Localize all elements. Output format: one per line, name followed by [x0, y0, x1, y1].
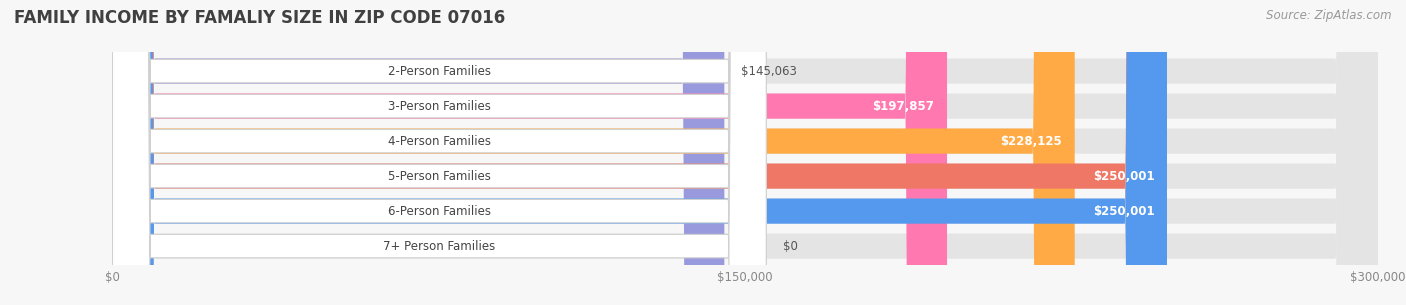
- FancyBboxPatch shape: [112, 0, 1378, 305]
- FancyBboxPatch shape: [112, 0, 766, 305]
- Text: 4-Person Families: 4-Person Families: [388, 135, 491, 148]
- FancyBboxPatch shape: [112, 0, 1167, 305]
- Text: $250,001: $250,001: [1092, 205, 1154, 217]
- Text: $250,001: $250,001: [1092, 170, 1154, 183]
- Text: $0: $0: [783, 240, 799, 253]
- FancyBboxPatch shape: [112, 0, 766, 305]
- FancyBboxPatch shape: [112, 0, 766, 305]
- FancyBboxPatch shape: [112, 0, 1378, 305]
- FancyBboxPatch shape: [112, 0, 1378, 305]
- Text: 5-Person Families: 5-Person Families: [388, 170, 491, 183]
- Text: 7+ Person Families: 7+ Person Families: [384, 240, 495, 253]
- FancyBboxPatch shape: [112, 0, 1378, 305]
- FancyBboxPatch shape: [112, 0, 1074, 305]
- Text: $145,063: $145,063: [741, 65, 797, 77]
- FancyBboxPatch shape: [112, 0, 1378, 305]
- Text: 6-Person Families: 6-Person Families: [388, 205, 491, 217]
- FancyBboxPatch shape: [112, 0, 1378, 305]
- Text: $197,857: $197,857: [873, 100, 935, 113]
- FancyBboxPatch shape: [112, 0, 724, 305]
- Text: FAMILY INCOME BY FAMALIY SIZE IN ZIP CODE 07016: FAMILY INCOME BY FAMALIY SIZE IN ZIP COD…: [14, 9, 505, 27]
- Text: $228,125: $228,125: [1000, 135, 1062, 148]
- FancyBboxPatch shape: [112, 0, 766, 305]
- FancyBboxPatch shape: [112, 0, 766, 305]
- FancyBboxPatch shape: [112, 0, 948, 305]
- FancyBboxPatch shape: [112, 0, 1167, 305]
- Text: 3-Person Families: 3-Person Families: [388, 100, 491, 113]
- FancyBboxPatch shape: [112, 0, 766, 305]
- Text: 2-Person Families: 2-Person Families: [388, 65, 491, 77]
- Text: Source: ZipAtlas.com: Source: ZipAtlas.com: [1267, 9, 1392, 22]
